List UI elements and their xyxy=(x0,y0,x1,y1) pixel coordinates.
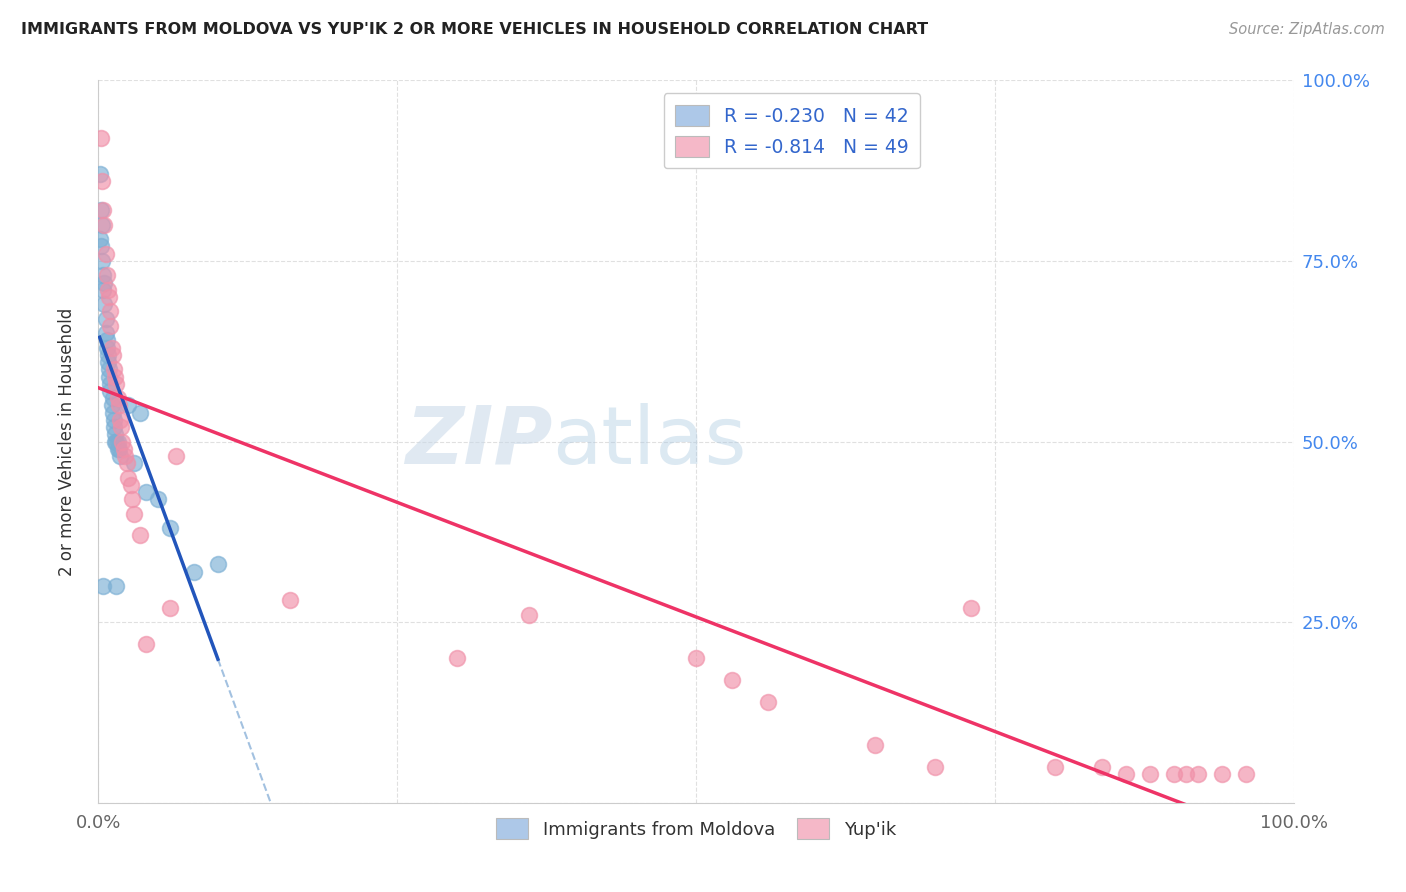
Point xyxy=(110,420,132,434)
Point xyxy=(148,492,170,507)
Point xyxy=(104,434,127,449)
Text: ZIP: ZIP xyxy=(405,402,553,481)
Point xyxy=(91,203,114,218)
Point xyxy=(100,398,122,412)
Point xyxy=(91,268,114,283)
Point xyxy=(107,442,129,456)
Point xyxy=(94,326,117,340)
Point xyxy=(107,442,129,456)
Point xyxy=(94,246,117,260)
Point xyxy=(183,565,205,579)
Legend: Immigrants from Moldova, Yup'ik: Immigrants from Moldova, Yup'ik xyxy=(486,809,905,848)
Point xyxy=(91,579,114,593)
Point xyxy=(107,434,129,449)
Point xyxy=(90,203,112,218)
Point xyxy=(1211,767,1233,781)
Point xyxy=(94,311,117,326)
Point xyxy=(107,398,129,412)
Point xyxy=(89,232,111,246)
Point xyxy=(103,420,125,434)
Point xyxy=(98,304,122,318)
Point xyxy=(1175,767,1198,781)
Point xyxy=(121,492,143,507)
Point xyxy=(90,239,112,253)
Point xyxy=(100,341,122,355)
Point xyxy=(446,651,468,665)
Point xyxy=(278,593,301,607)
Point xyxy=(165,449,187,463)
Point xyxy=(117,470,139,484)
Point xyxy=(98,362,121,376)
Point xyxy=(115,456,138,470)
Point xyxy=(97,283,120,297)
Point xyxy=(98,376,122,391)
Point xyxy=(91,253,114,268)
Point xyxy=(93,276,115,290)
Point xyxy=(129,406,152,420)
Point xyxy=(98,318,122,333)
Point xyxy=(101,348,124,362)
Point xyxy=(103,413,125,427)
Point xyxy=(98,290,121,304)
Point xyxy=(98,384,122,398)
Point xyxy=(105,434,128,449)
Point xyxy=(159,521,181,535)
Point xyxy=(517,607,540,622)
Point xyxy=(1043,760,1066,774)
Point xyxy=(97,355,120,369)
Point xyxy=(91,174,114,188)
Point xyxy=(865,738,887,752)
Point xyxy=(107,391,129,405)
Point xyxy=(104,369,127,384)
Point xyxy=(108,413,131,427)
Point xyxy=(135,637,157,651)
Point xyxy=(91,218,114,232)
Point xyxy=(97,348,120,362)
Point xyxy=(207,558,229,572)
Point xyxy=(1139,767,1161,781)
Point xyxy=(101,406,124,420)
Point xyxy=(124,507,146,521)
Point xyxy=(96,268,118,283)
Point xyxy=(98,369,121,384)
Point xyxy=(960,600,983,615)
Point xyxy=(112,442,135,456)
Point xyxy=(114,449,136,463)
Point xyxy=(685,651,707,665)
Point xyxy=(721,673,744,687)
Point xyxy=(104,427,127,442)
Y-axis label: 2 or more Vehicles in Household: 2 or more Vehicles in Household xyxy=(58,308,76,575)
Point xyxy=(105,376,128,391)
Point xyxy=(924,760,946,774)
Point xyxy=(96,334,118,348)
Point xyxy=(1091,760,1114,774)
Text: IMMIGRANTS FROM MOLDOVA VS YUP'IK 2 OR MORE VEHICLES IN HOUSEHOLD CORRELATION CH: IMMIGRANTS FROM MOLDOVA VS YUP'IK 2 OR M… xyxy=(21,22,928,37)
Point xyxy=(135,485,157,500)
Point xyxy=(93,297,115,311)
Point xyxy=(91,283,114,297)
Point xyxy=(117,398,139,412)
Text: Source: ZipAtlas.com: Source: ZipAtlas.com xyxy=(1229,22,1385,37)
Point xyxy=(756,695,779,709)
Point xyxy=(111,434,134,449)
Point xyxy=(1187,767,1209,781)
Point xyxy=(124,456,146,470)
Point xyxy=(108,449,131,463)
Point xyxy=(1234,767,1257,781)
Point xyxy=(93,218,115,232)
Point xyxy=(1163,767,1185,781)
Point xyxy=(1115,767,1137,781)
Point xyxy=(96,341,118,355)
Point xyxy=(159,600,181,615)
Point xyxy=(120,478,142,492)
Point xyxy=(89,167,111,181)
Point xyxy=(105,579,128,593)
Point xyxy=(90,131,112,145)
Point xyxy=(101,391,124,405)
Text: atlas: atlas xyxy=(553,402,747,481)
Point xyxy=(103,362,125,376)
Point xyxy=(129,528,152,542)
